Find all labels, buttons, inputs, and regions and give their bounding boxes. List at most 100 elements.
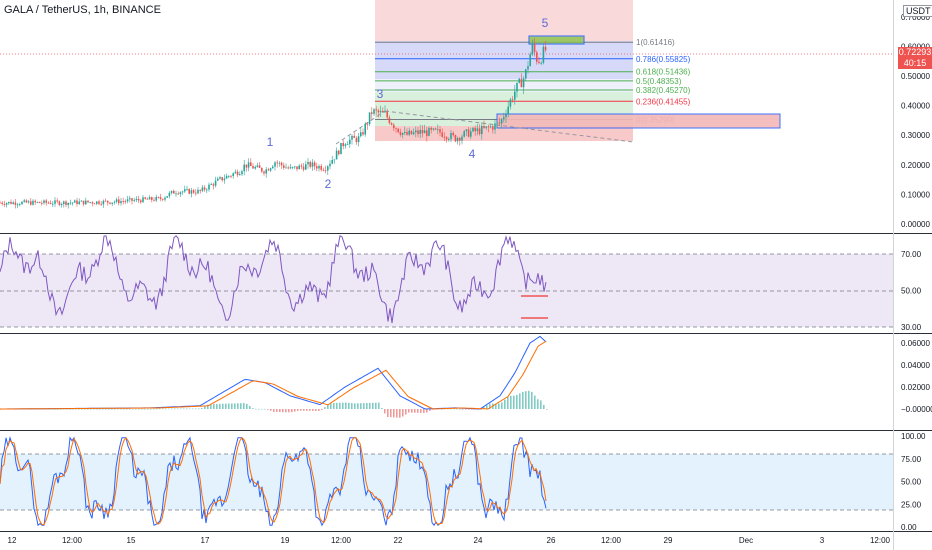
support-zone-box[interactable] — [496, 113, 781, 129]
macd-histogram-bar — [150, 408, 152, 410]
macd-histogram-bar — [462, 409, 464, 410]
candle-body — [505, 114, 507, 118]
macd-histogram-bar — [60, 408, 62, 410]
candle-body — [38, 201, 41, 203]
candle-body — [168, 192, 171, 197]
macd-histogram-bar — [270, 409, 272, 411]
candle-body — [386, 111, 388, 118]
time-tick-label: 15 — [127, 536, 136, 545]
time-tick-label: 12:00 — [870, 536, 891, 545]
candle-body — [294, 166, 296, 168]
candle-body — [41, 202, 43, 204]
candle-body — [364, 123, 366, 135]
candle-body — [104, 200, 107, 202]
candle-body — [344, 144, 347, 147]
macd-histogram-bar — [501, 402, 503, 409]
macd-histogram-bar — [393, 409, 395, 418]
fib-label: 1(0.61416) — [636, 38, 675, 47]
fib-retracement[interactable]: 1.618(0.77562)1(0.61416)0.786(0.55825)0.… — [375, 0, 691, 141]
candle-body — [322, 169, 325, 171]
macd-histogram-bar — [426, 409, 428, 413]
candle-body — [177, 193, 179, 195]
candle-body — [118, 199, 120, 204]
macd-histogram-bar — [237, 403, 239, 409]
candle-body — [162, 198, 164, 200]
candle-body — [355, 137, 358, 143]
candle-body — [388, 117, 391, 124]
candle-body — [509, 99, 512, 107]
currency-selector[interactable]: USDT — [903, 5, 932, 17]
macd-histogram-bar — [456, 408, 458, 410]
macd-histogram-bar — [249, 405, 251, 409]
elliott-wave-labels: 1 2 3 4 5 — [267, 16, 549, 191]
macd-histogram-bar — [321, 409, 323, 411]
macd-histogram-bar — [45, 408, 47, 410]
macd-histogram-bar — [516, 394, 518, 409]
rsi-pane[interactable] — [0, 234, 893, 328]
candle-body — [300, 165, 303, 167]
macd-histogram-bar — [453, 408, 455, 410]
macd-histogram-bar — [363, 403, 365, 409]
candle-body — [333, 159, 336, 161]
candle-body — [371, 112, 373, 114]
macd-histogram-bar — [210, 404, 212, 409]
candle-body — [115, 199, 118, 202]
macd-histogram-bar — [111, 408, 113, 410]
wave-label: 4 — [469, 147, 476, 161]
candle-body — [102, 200, 105, 205]
candle-body — [247, 162, 250, 168]
macd-histogram-bar — [162, 408, 164, 410]
macd-histogram-bar — [222, 403, 224, 409]
candle-body — [265, 169, 267, 174]
macd-histogram-bar — [360, 403, 362, 409]
macd-histogram-bar — [336, 402, 338, 409]
macd-histogram-bar — [117, 408, 119, 410]
macd-histogram-bar — [528, 390, 530, 409]
macd-histogram-bar — [171, 408, 173, 410]
candle-body — [324, 170, 327, 172]
candle-body — [511, 99, 514, 101]
candle-body — [448, 139, 450, 140]
candle-body — [329, 163, 331, 167]
candle-body — [366, 123, 369, 125]
macd-histogram-bar — [273, 409, 275, 412]
candle-body — [184, 189, 186, 192]
macd-histogram-bar — [54, 408, 56, 410]
macd-histogram-bar — [402, 409, 404, 417]
price-candles[interactable] — [0, 38, 547, 209]
macd-pane[interactable] — [0, 335, 548, 418]
candle-body — [362, 132, 364, 135]
macd-histogram-bar — [369, 402, 371, 409]
candle-body — [459, 138, 461, 141]
wave-label: 3 — [377, 87, 384, 101]
macd-histogram-bar — [420, 409, 422, 413]
candle-body — [465, 129, 468, 132]
macd-histogram-bar — [159, 408, 161, 410]
macd-histogram-bar — [378, 402, 380, 409]
macd-histogram-bar — [282, 409, 284, 413]
macd-histogram-bar — [474, 409, 476, 410]
candle-body — [478, 128, 481, 135]
stoch-pane[interactable] — [0, 436, 893, 527]
candle-body — [437, 129, 439, 130]
axis-tick-label: 75.00 — [901, 455, 922, 464]
macd-histogram-bar — [507, 396, 509, 409]
macd-histogram-bar — [213, 403, 215, 409]
candle-body — [384, 111, 386, 113]
candle-body — [1, 202, 3, 204]
macd-histogram-bar — [75, 408, 77, 410]
candle-body — [199, 189, 201, 191]
symbol-title[interactable]: GALA / TetherUS, 1h, BINANCE — [4, 4, 161, 16]
target-zone-box[interactable] — [528, 35, 585, 45]
candle-body — [12, 202, 14, 204]
candle-body — [320, 165, 322, 170]
macd-histogram-bar — [324, 407, 326, 409]
axis-tick-label: 70.00 — [901, 250, 922, 259]
macd-histogram-bar — [81, 408, 83, 410]
candle-body — [111, 202, 113, 204]
candle-body — [335, 150, 338, 160]
macd-histogram-bar — [231, 403, 233, 409]
candle-body — [390, 123, 393, 125]
macd-histogram-bar — [345, 402, 347, 409]
